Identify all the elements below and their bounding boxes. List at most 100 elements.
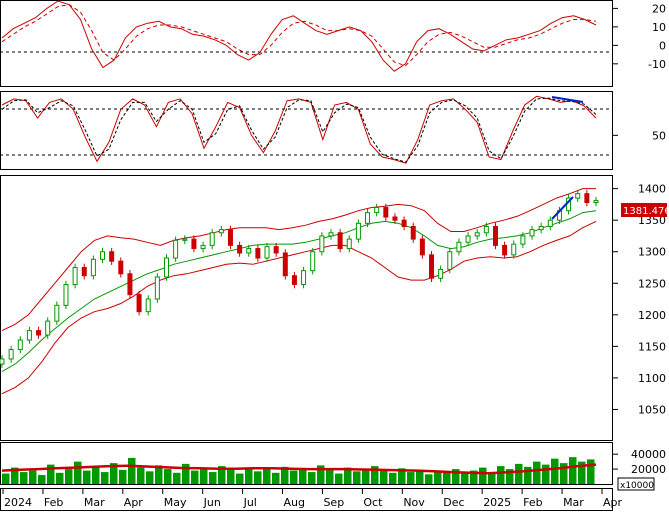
price-y-tick-label: 1050 xyxy=(638,403,666,416)
volume-bar xyxy=(119,469,127,484)
price-y-tick-label: 1150 xyxy=(638,340,666,353)
candle-body xyxy=(282,252,288,277)
volume-bar xyxy=(2,473,10,484)
candle-body xyxy=(264,246,270,259)
macd-line xyxy=(1,0,597,72)
volume-bar xyxy=(74,461,82,484)
candle-body xyxy=(90,258,96,277)
volume-bar xyxy=(515,463,523,484)
volume-bar xyxy=(344,467,352,484)
candle-body xyxy=(328,232,334,237)
candle-body xyxy=(54,304,60,322)
price-y-tick-label: 1400 xyxy=(638,183,666,196)
candle-body xyxy=(246,248,252,254)
x-tick-label: Aug xyxy=(284,496,305,509)
x-tick-label: Feb xyxy=(44,496,63,509)
volume-bar xyxy=(290,470,298,484)
volume-unit-label: x10000 xyxy=(620,481,654,491)
volume-bar xyxy=(128,457,136,484)
volume-bar xyxy=(227,469,235,484)
volume-bar xyxy=(317,465,325,484)
macd-y-tick-label: 20 xyxy=(652,2,666,15)
stochastic-frame xyxy=(0,91,613,170)
volume-bar xyxy=(335,473,343,484)
volume-bar xyxy=(209,472,217,484)
volume-bar xyxy=(20,472,28,484)
candle-body xyxy=(36,330,42,336)
volume-bar xyxy=(560,463,568,484)
candle-body xyxy=(182,238,188,241)
candle-body xyxy=(593,200,599,204)
volume-bar xyxy=(380,470,388,484)
volume-bar xyxy=(488,472,496,484)
volume-bar xyxy=(299,468,307,484)
candle-body xyxy=(419,238,425,256)
volume-bar xyxy=(29,470,37,484)
candle-body xyxy=(511,243,517,256)
volume-bar xyxy=(92,466,100,484)
volume-bar xyxy=(47,464,55,484)
candle-body xyxy=(575,193,581,199)
candle-body xyxy=(520,235,526,245)
volume-bar xyxy=(137,467,145,484)
x-tick-label: Apr xyxy=(603,496,623,509)
volume-y-tick-label: 20000 xyxy=(631,463,666,476)
x-tick-label: Feb xyxy=(523,496,542,509)
macd-panel: 20 10 0 -10 xyxy=(0,0,666,87)
x-tick-label: Nov xyxy=(403,496,425,509)
volume-bar xyxy=(164,469,172,484)
volume-bar xyxy=(263,469,271,484)
x-tick-label: Jun xyxy=(203,496,221,509)
volume-bar xyxy=(272,472,280,484)
volume-bar xyxy=(425,474,433,484)
x-tick-label: Mar xyxy=(84,496,105,509)
volume-bar xyxy=(254,471,262,484)
volume-bar xyxy=(389,472,397,484)
macd-signal-line xyxy=(1,4,597,67)
candle-body xyxy=(346,238,352,250)
candle-body xyxy=(492,225,498,246)
candle-body xyxy=(401,219,407,227)
volume-bar xyxy=(551,458,559,484)
candle-body xyxy=(100,251,106,260)
candle-body xyxy=(429,254,435,279)
candle-body xyxy=(163,257,169,278)
candle-body xyxy=(145,298,151,313)
volume-bar xyxy=(308,472,316,484)
candle-body xyxy=(173,239,179,259)
candle-body xyxy=(200,244,206,250)
last-price-label: 1381.476 xyxy=(623,206,669,217)
candle-body xyxy=(301,270,307,286)
bollinger-lower-band xyxy=(1,220,597,395)
volume-bar xyxy=(371,466,379,484)
price-y-tick-label: 1200 xyxy=(638,309,666,322)
candle-body xyxy=(383,207,389,218)
volume-bar xyxy=(398,468,406,484)
volume-y-tick-label: 40000 xyxy=(631,448,666,461)
candle-body xyxy=(374,207,380,214)
candle-body xyxy=(209,232,215,246)
volume-bar xyxy=(11,467,19,484)
volume-bar xyxy=(353,471,361,484)
volume-bar xyxy=(587,459,595,484)
candle-body xyxy=(255,248,261,259)
price-panel: 1400 1350 1300 1250 1200 1150 1100 1050 1381.47… xyxy=(0,175,669,441)
volume-bar xyxy=(245,467,253,484)
stochastic-panel: 50 xyxy=(0,91,666,170)
volume-bar xyxy=(182,463,190,484)
candle-body xyxy=(529,229,535,237)
candle-body xyxy=(392,216,398,221)
volume-bar xyxy=(470,470,478,484)
price-y-tick-label: 1250 xyxy=(638,277,666,290)
candle-body xyxy=(319,235,325,253)
candle-body xyxy=(0,358,5,365)
price-trend-line xyxy=(551,196,574,220)
volume-moving-average xyxy=(1,463,597,475)
volume-bar xyxy=(362,469,370,484)
volume-bar xyxy=(191,470,199,484)
stochastic-k-line xyxy=(1,95,597,164)
candle-body xyxy=(410,225,416,240)
x-tick-label: May xyxy=(164,496,187,509)
volume-bar xyxy=(38,475,46,484)
